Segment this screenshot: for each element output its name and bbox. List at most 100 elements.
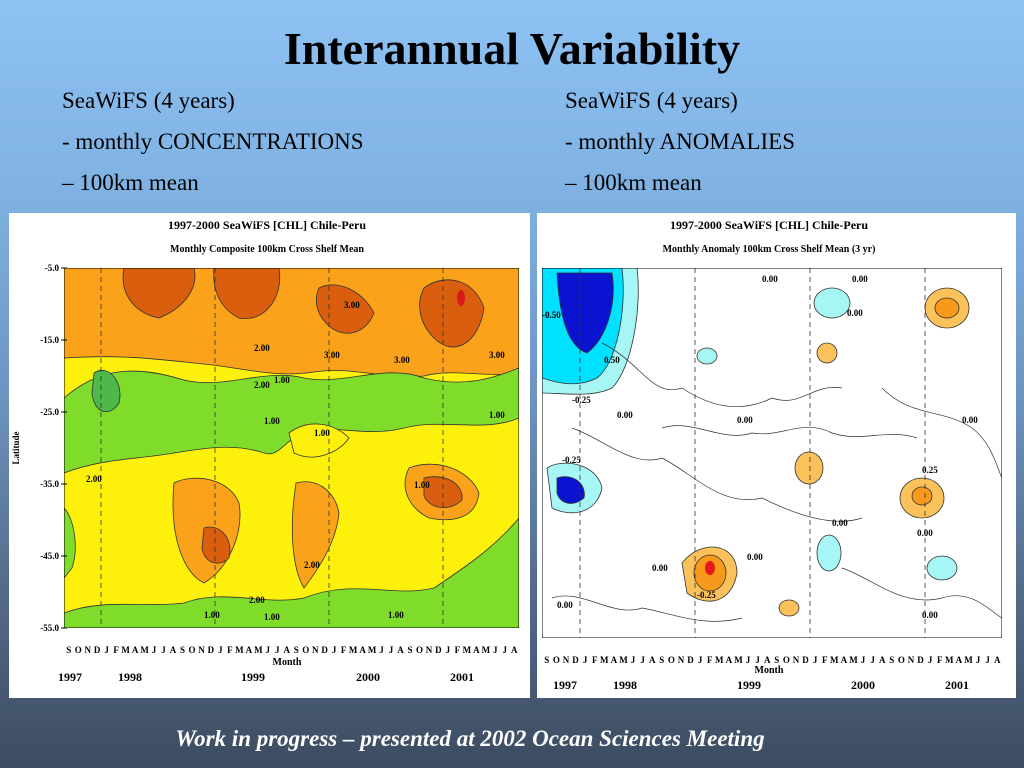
contour-label: 0.00 [847,308,863,318]
month-tick-label: A [246,645,253,655]
month-tick-label: A [726,655,733,665]
contour-label: 1.00 [204,610,220,620]
band-high-patch [122,268,196,319]
month-tick-label: J [275,645,280,655]
neg-weak-region [813,287,851,319]
footer-caption: Work in progress – presented at 2002 Oce… [175,726,765,751]
month-tick-label: O [553,655,560,665]
anomaly-chart-panel: 1997-2000 SeaWiFS [CHL] Chile-Peru Month… [537,213,1016,698]
month-tick-label: M [600,655,609,665]
month-tick-label: A [284,645,291,655]
pos-weak-region [816,342,838,364]
band-lowest-bottom [64,517,519,628]
year-label: 1997 [553,678,577,692]
year-label: 2000 [851,678,875,692]
pos-strong-region [705,561,715,575]
contour-label: 1.00 [414,480,430,490]
month-tick-label: D [572,655,579,665]
month-tick-label: O [668,655,675,665]
zero-contour [551,595,743,622]
month-tick-label: O [783,655,790,665]
zero-contour [601,342,843,408]
year-label: 2001 [450,670,474,684]
zero-contour [841,567,1002,619]
anomaly-chart-title: 1997-2000 SeaWiFS [CHL] Chile-Peru [670,218,868,232]
concentration-chart-panel: 1997-2000 SeaWiFS [CHL] Chile-Peru Month… [9,213,530,698]
month-tick-label: J [583,655,588,665]
month-tick-label: D [435,645,442,655]
anomaly-chart: 1997-2000 SeaWiFS [CHL] Chile-Peru Month… [542,218,1002,692]
month-tick-label: N [312,645,319,655]
contour-label: 0.00 [747,552,763,562]
y-tick-group: -5.0 -15.0 -25.0 -35.0 -45.0 -55.0 [40,263,67,633]
month-tick-label: A [473,645,480,655]
month-tick-label: O [302,645,309,655]
contour-label: 0.00 [852,274,868,284]
month-tick-label: J [503,645,508,655]
month-tick-label: A [879,655,886,665]
month-tick-label: N [198,645,205,655]
month-tick-label: J [104,645,109,655]
month-tick-label: M [734,655,743,665]
month-tick-label: F [822,655,828,665]
month-tick-label: M [830,655,839,665]
month-tick-label: J [379,645,384,655]
anomaly-chart-subtitle: Monthly Anomaly 100km Cross Shelf Mean (… [663,244,876,255]
month-tick-label: F [113,645,119,655]
contour-label: 0.00 [962,415,978,425]
anomaly-plot-area: 0.00 0.00 0.00 -0.50 0.50 -0.25 0.00 0.00 0.00 -0… [542,268,1002,638]
pos-weak-region [778,599,800,617]
contour-label: 0.00 [557,600,573,610]
pos-mid-region [911,486,933,506]
month-tick-label: M [945,655,954,665]
month-tick-label: J [389,645,394,655]
month-tick-label: J [976,655,981,665]
month-tick-label: M [235,645,244,655]
month-tick-label: S [774,655,779,665]
year-label: 1999 [241,670,265,684]
year-label: 1997 [58,670,82,684]
zero-contour [571,427,863,522]
zero-contour [661,425,918,439]
month-tick-label: J [332,645,337,655]
month-tick-label: M [254,645,263,655]
month-tick-label: J [640,655,645,665]
contour-label: 3.00 [344,300,360,310]
month-tick-label: J [813,655,818,665]
month-tick-label: J [152,645,157,655]
contour-label: 3.00 [489,350,505,360]
month-tick-label: J [928,655,933,665]
neg-weak-region [696,347,718,365]
month-tick-label: A [511,645,518,655]
month-tick-label: D [94,645,101,655]
month-tick-label: D [917,655,924,665]
band-min-patch [91,370,121,413]
contour-label: -0.25 [697,590,716,600]
month-tick-label: J [218,645,223,655]
month-tick-label: D [208,645,215,655]
month-tick-label: S [544,655,549,665]
month-tick-label: J [631,655,636,665]
band-peak-patch [457,290,465,306]
contour-label: 2.00 [86,474,102,484]
contour-label-group: 3.00 2.00 3.00 3.00 3.00 2.00 1.00 1.00 1.00 1.00… [86,300,505,622]
month-tick-label: S [407,645,412,655]
band-high-lower-patch [423,476,463,509]
year-label: 2001 [945,678,969,692]
month-tick-label: J [161,645,166,655]
neg-weak-region [816,534,842,572]
month-tick-label: S [180,645,185,655]
month-tick-label: F [937,655,943,665]
month-tick-label: N [678,655,685,665]
month-tick-label: O [188,645,195,655]
month-tick-label: J [698,655,703,665]
contour-label: 0.00 [617,410,633,420]
contour-label-group: 0.00 0.00 0.00 -0.50 0.50 -0.25 0.00 0.00 0.00 -0… [542,274,978,620]
month-tick-label: J [985,655,990,665]
month-tick-label: N [84,645,91,655]
year-label: 1999 [737,678,761,692]
pos-mid-region [934,297,960,319]
band-lowest-edge [64,507,76,579]
right-bullet-source: SeaWiFS (4 years) [565,88,738,113]
year-label: 1998 [613,678,637,692]
